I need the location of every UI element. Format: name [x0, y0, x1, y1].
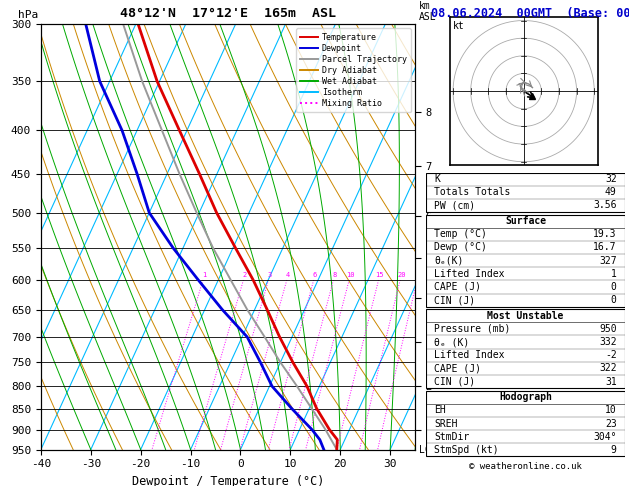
Text: 15: 15	[376, 272, 384, 278]
Text: StmDir: StmDir	[435, 432, 470, 442]
Text: 327: 327	[599, 256, 616, 265]
Text: 332: 332	[599, 337, 616, 347]
Text: Hodograph: Hodograph	[499, 392, 552, 402]
Text: CAPE (J): CAPE (J)	[435, 282, 481, 292]
Text: hPa: hPa	[18, 10, 38, 20]
Text: 31: 31	[605, 377, 616, 386]
Bar	[426, 214, 625, 307]
Text: 322: 322	[599, 364, 616, 373]
X-axis label: Dewpoint / Temperature (°C): Dewpoint / Temperature (°C)	[132, 475, 324, 486]
Text: PW (cm): PW (cm)	[435, 200, 476, 210]
Text: θₑ (K): θₑ (K)	[435, 337, 470, 347]
Text: km
ASL: km ASL	[419, 0, 437, 22]
Text: © weatheronline.co.uk: © weatheronline.co.uk	[469, 462, 582, 471]
Text: 3.56: 3.56	[593, 200, 616, 210]
Text: kt: kt	[453, 20, 465, 31]
Text: 10: 10	[605, 405, 616, 416]
Text: 3: 3	[268, 272, 272, 278]
Text: Surface: Surface	[505, 216, 546, 226]
Text: 10: 10	[346, 272, 355, 278]
Text: 48°12'N  17°12'E  165m  ASL: 48°12'N 17°12'E 165m ASL	[120, 7, 336, 20]
Text: 1: 1	[203, 272, 207, 278]
Text: 19.3: 19.3	[593, 229, 616, 239]
Text: Dewp (°C): Dewp (°C)	[435, 243, 487, 252]
Text: 23: 23	[605, 418, 616, 429]
Text: Most Unstable: Most Unstable	[487, 311, 564, 321]
Text: θₑ(K): θₑ(K)	[435, 256, 464, 265]
Text: CIN (J): CIN (J)	[435, 295, 476, 305]
Text: 32: 32	[605, 174, 616, 184]
Text: StmSpd (kt): StmSpd (kt)	[435, 445, 499, 455]
Y-axis label: Mixing Ratio (g/kg): Mixing Ratio (g/kg)	[437, 173, 447, 301]
Text: 9: 9	[611, 445, 616, 455]
Text: 4: 4	[286, 272, 291, 278]
Text: Pressure (mb): Pressure (mb)	[435, 324, 511, 334]
Text: 16.7: 16.7	[593, 243, 616, 252]
Bar	[426, 391, 625, 456]
Text: 0: 0	[611, 295, 616, 305]
Text: 20: 20	[397, 272, 406, 278]
Text: 6: 6	[313, 272, 317, 278]
Text: 1: 1	[611, 269, 616, 279]
Text: Lifted Index: Lifted Index	[435, 350, 505, 360]
Legend: Temperature, Dewpoint, Parcel Trajectory, Dry Adiabat, Wet Adiabat, Isotherm, Mi: Temperature, Dewpoint, Parcel Trajectory…	[296, 29, 411, 112]
Text: 08.06.2024  00GMT  (Base: 00): 08.06.2024 00GMT (Base: 00)	[431, 7, 629, 20]
Text: EH: EH	[435, 405, 446, 416]
Text: 0: 0	[611, 282, 616, 292]
Text: CAPE (J): CAPE (J)	[435, 364, 481, 373]
Text: 8: 8	[333, 272, 337, 278]
Text: 304°: 304°	[593, 432, 616, 442]
Bar	[426, 309, 625, 388]
Text: 2: 2	[243, 272, 247, 278]
Text: K: K	[435, 174, 440, 184]
Text: Totals Totals: Totals Totals	[435, 187, 511, 197]
Text: LCL: LCL	[419, 445, 437, 454]
Text: -2: -2	[605, 350, 616, 360]
Text: 950: 950	[599, 324, 616, 334]
Text: CIN (J): CIN (J)	[435, 377, 476, 386]
Text: Temp (°C): Temp (°C)	[435, 229, 487, 239]
Text: Lifted Index: Lifted Index	[435, 269, 505, 279]
Text: SREH: SREH	[435, 418, 458, 429]
Bar	[426, 173, 625, 212]
Text: 49: 49	[605, 187, 616, 197]
